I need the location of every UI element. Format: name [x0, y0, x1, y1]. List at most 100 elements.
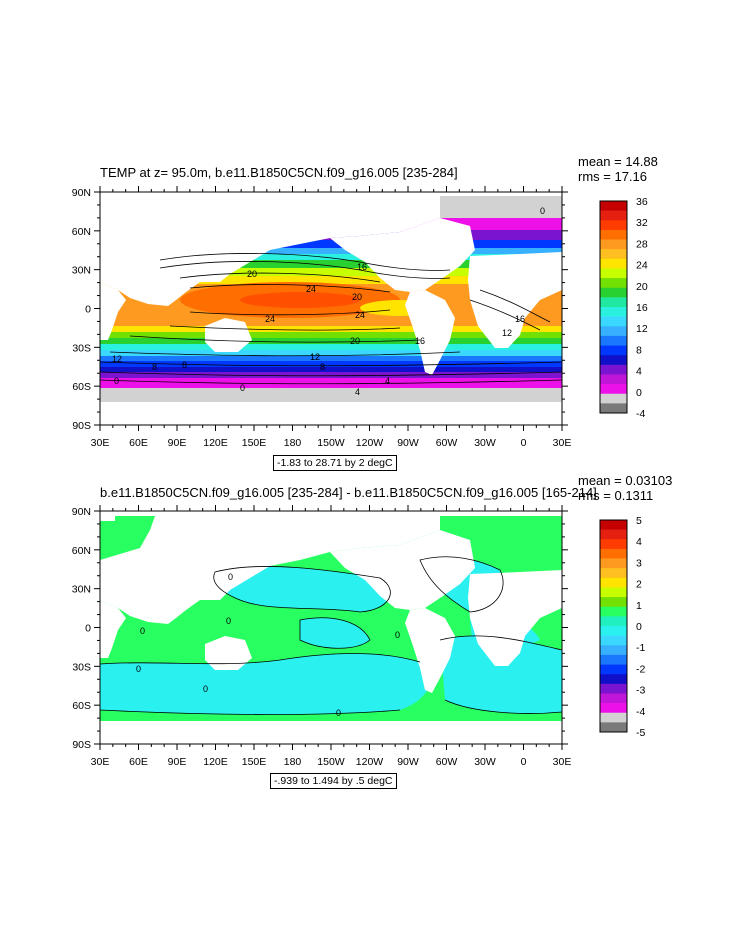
colorbar-label: -4	[636, 408, 645, 420]
colorbar-swatch	[600, 297, 627, 308]
lon-tick-label: 180	[284, 437, 302, 449]
colorbar-swatch	[600, 703, 627, 714]
panel-1-title: TEMP at z= 95.0m, b.e11.B1850C5CN.f09_g1…	[100, 165, 458, 180]
colorbar-label: -5	[636, 727, 645, 739]
colorbar-label: 36	[636, 196, 648, 208]
colorbar-swatch	[600, 520, 627, 530]
lon-tick-label: 30W	[474, 756, 496, 768]
panel-2-range-info: -.939 to 1.494 by .5 degC	[270, 773, 397, 789]
panel-1-mean: mean = 14.88	[578, 154, 658, 169]
colorbar-swatch	[600, 364, 627, 375]
panel-1-rms: rms = 17.16	[578, 169, 648, 184]
colorbar-swatch	[600, 239, 627, 250]
colorbar-label: 4	[636, 536, 642, 548]
colorbar-label: 20	[636, 281, 648, 293]
lon-tick-label: 90W	[397, 756, 419, 768]
lon-tick-label: 30E	[91, 756, 110, 768]
colorbar-swatch	[600, 577, 627, 588]
panel-1-land	[100, 196, 562, 425]
colorbar-swatch	[600, 635, 627, 646]
colorbar-swatch	[600, 587, 627, 598]
colorbar-label: 4	[636, 366, 642, 378]
colorbar-swatch	[600, 258, 627, 269]
panel-2-land	[100, 511, 562, 744]
colorbar-label: 12	[636, 323, 648, 335]
contour-label: 16	[357, 262, 367, 272]
contour-label: 8	[182, 360, 187, 370]
lon-tick-label: 120W	[356, 756, 384, 768]
colorbar-swatch	[600, 597, 627, 608]
lon-tick-label: 30E	[553, 437, 572, 449]
lat-tick-label: 30N	[72, 265, 91, 277]
contour-label: 0	[203, 684, 208, 694]
colorbar-swatch	[600, 539, 627, 550]
colorbar-swatch	[600, 355, 627, 366]
colorbar-swatch	[600, 268, 627, 279]
colorbar-swatch	[600, 345, 627, 356]
colorbar-swatch	[600, 693, 627, 704]
contour-label: 12	[112, 354, 122, 364]
lat-tick-label: 90N	[72, 506, 91, 518]
lon-tick-label: 90E	[168, 756, 187, 768]
panel-1-contours	[100, 253, 562, 385]
colorbar-swatch	[600, 683, 627, 694]
colorbar-swatch	[600, 249, 627, 260]
lon-tick-label: 150E	[242, 756, 267, 768]
colorbar-swatch	[600, 326, 627, 337]
colorbar-label: 2	[636, 579, 642, 591]
contour-label: 12	[502, 328, 512, 338]
colorbar-swatch	[600, 287, 627, 298]
colorbar-swatch	[600, 616, 627, 627]
contour-label: 24	[265, 314, 275, 324]
lon-tick-label: 120E	[203, 437, 228, 449]
colorbar-swatch	[600, 664, 627, 675]
lat-tick-label: 60N	[72, 545, 91, 557]
colorbar-label: 3	[636, 557, 642, 569]
panel-1-contour-labels: 20 24 20 16 0 24 24 20 16 12 12 8 8 4 0 …	[112, 206, 545, 397]
lon-tick-label: 30W	[474, 437, 496, 449]
contour-label: 0	[336, 708, 341, 718]
lon-tick-label: 60W	[436, 437, 458, 449]
colorbar-swatch	[600, 220, 627, 231]
lon-tick-label: 60E	[129, 756, 148, 768]
contour-label: 20	[247, 269, 257, 279]
panel-2-mean: mean = 0.03103	[578, 473, 673, 488]
colorbar-swatch	[600, 307, 627, 317]
lon-tick-label: 150W	[317, 756, 345, 768]
colorbar-swatch	[600, 722, 627, 733]
colorbar-swatch	[600, 335, 627, 346]
colorbar-swatch	[600, 645, 627, 656]
colorbar-label: 32	[636, 217, 648, 229]
colorbar-swatch	[600, 403, 627, 414]
colorbar-label: -1	[636, 642, 645, 654]
colorbar-swatch	[600, 712, 627, 723]
contour-label: 0	[140, 626, 145, 636]
lon-tick-label: 120W	[356, 437, 384, 449]
colorbar-swatch	[600, 316, 627, 327]
lon-tick-label: 0	[521, 437, 527, 449]
colorbar-swatch	[600, 529, 627, 540]
lon-tick-label: 90E	[168, 437, 187, 449]
colorbar-label: -4	[636, 706, 645, 718]
contour-label: 24	[355, 310, 365, 320]
lat-tick-label: 90S	[72, 739, 91, 751]
contour-label: 8	[320, 362, 325, 372]
colorbar-label: 28	[636, 238, 648, 250]
colorbar-swatch	[600, 210, 627, 221]
colorbar-swatch	[600, 278, 627, 289]
colorbar-swatch	[600, 654, 627, 665]
colorbar-swatch	[600, 568, 627, 579]
colorbar-swatch	[600, 374, 627, 385]
contour-label: 0	[114, 376, 119, 386]
colorbar-label: -2	[636, 663, 645, 675]
contour-label: 0	[226, 616, 231, 626]
panel-2-field: 0 0 0 0 0 0 0	[100, 511, 562, 744]
panel-2-contours	[100, 556, 562, 715]
colorbar-frame	[599, 200, 628, 414]
contour-label: 20	[350, 336, 360, 346]
colorbar-label: 0	[636, 387, 642, 399]
contour-label: 0	[395, 630, 400, 640]
colorbar-swatch	[600, 606, 627, 617]
contour-label: 4	[355, 387, 360, 397]
